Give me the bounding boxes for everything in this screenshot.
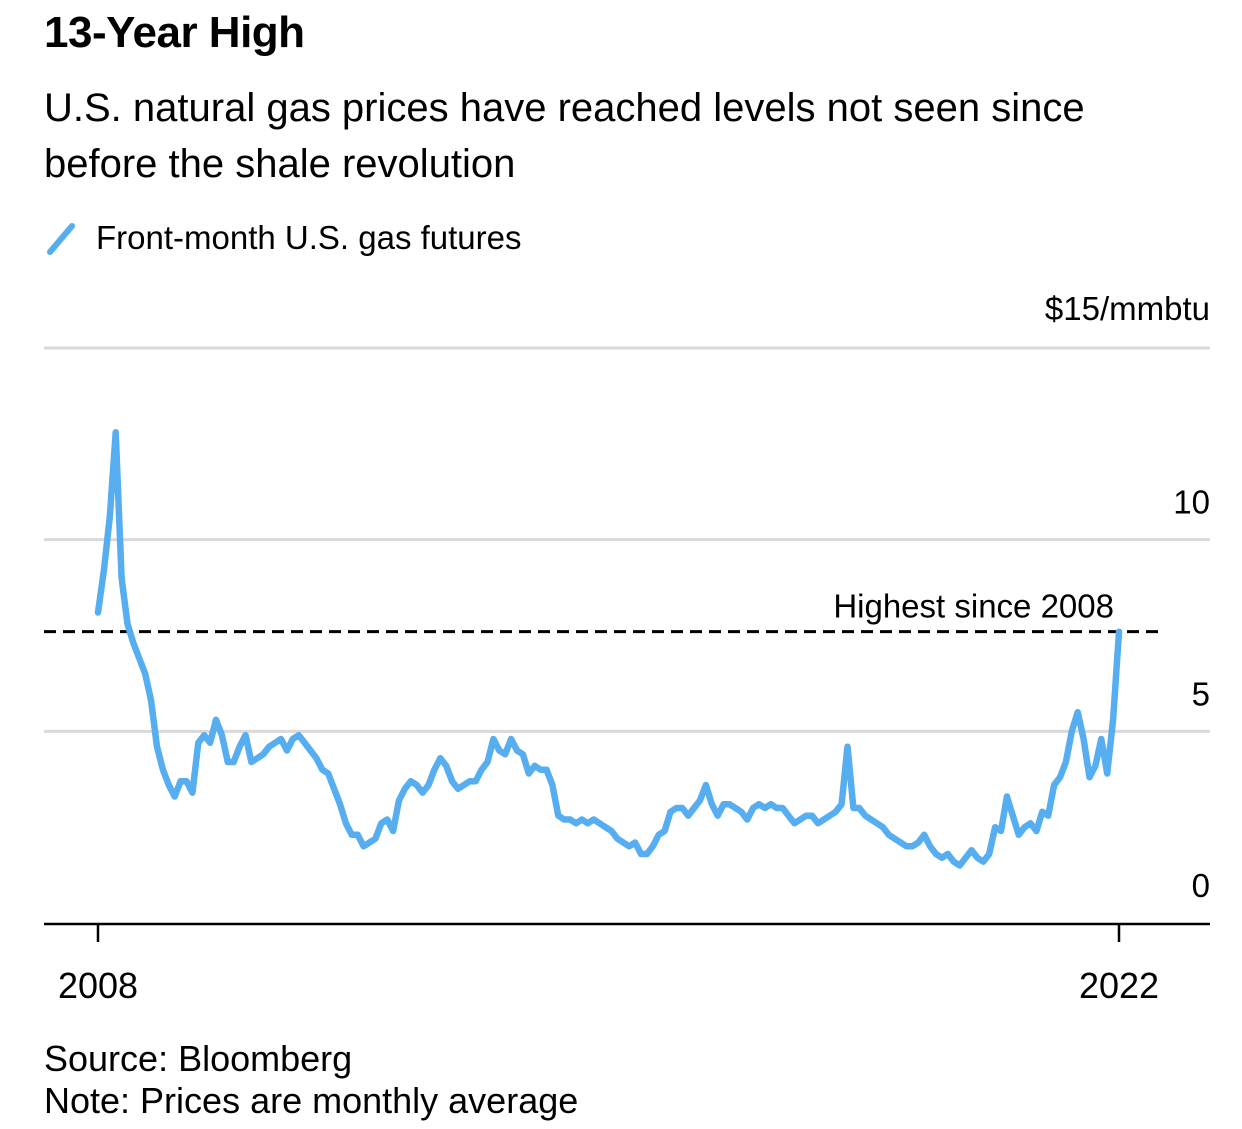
legend-swatch-icon	[47, 223, 75, 255]
y-tick-label: 5	[1192, 675, 1210, 712]
gridlines	[44, 346, 1210, 733]
y-unit-label: $15/mmbtu	[1045, 290, 1210, 327]
y-tick-label: 0	[1192, 867, 1210, 904]
x-tick-label: 2022	[1079, 965, 1159, 1006]
source-note: Source: Bloomberg	[44, 1038, 353, 1079]
x-tick-label: 2008	[58, 965, 138, 1006]
chart-subtitle: U.S. natural gas prices have reached lev…	[44, 86, 1085, 186]
footer: Source: Bloomberg Note: Prices are month…	[44, 1038, 578, 1122]
chart-title: 13-Year High	[44, 8, 305, 57]
reference-label: Highest since 2008	[833, 588, 1114, 625]
prices-note: Note: Prices are monthly average	[44, 1080, 579, 1121]
y-axis-ticks: 10 5 0 $15/mmbtu	[1045, 290, 1210, 904]
y-tick-label: 10	[1173, 484, 1210, 521]
series-line	[94, 429, 1123, 869]
reference-line: Highest since 2008	[44, 588, 1162, 634]
legend: Front-month U.S. gas futures	[44, 218, 522, 258]
legend-label: Front-month U.S. gas futures	[96, 219, 522, 256]
x-axis-ticks: 2008 2022	[58, 924, 1159, 1006]
